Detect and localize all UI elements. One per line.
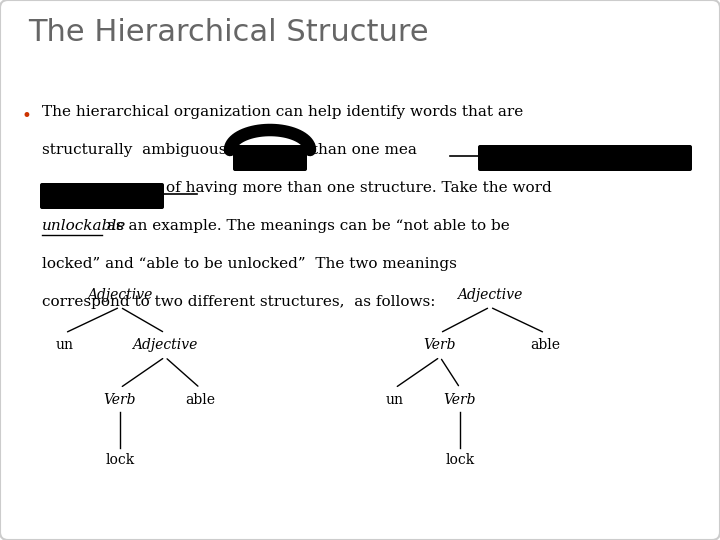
Text: un: un [56, 338, 74, 352]
Text: lock: lock [105, 453, 135, 467]
Text: able: able [530, 338, 560, 352]
Text: than one mea: than one mea [307, 143, 417, 157]
FancyBboxPatch shape [478, 145, 692, 171]
Text: lock: lock [446, 453, 474, 467]
Text: •: • [22, 107, 32, 125]
Text: locked” and “able to be unlocked”  The two meanings: locked” and “able to be unlocked” The tw… [42, 257, 457, 271]
Text: un: un [386, 393, 404, 407]
Text: structurally  ambiguous –: structurally ambiguous – [42, 143, 244, 157]
Text: able: able [185, 393, 215, 407]
Text: Verb: Verb [104, 393, 136, 407]
Text: as an example. The meanings can be “not able to be: as an example. The meanings can be “not … [102, 219, 510, 233]
Text: The Hierarchical Structure: The Hierarchical Structure [28, 18, 428, 47]
Text: of having more than one structure. Take the word: of having more than one structure. Take … [166, 181, 552, 195]
Text: Verb: Verb [444, 393, 476, 407]
FancyBboxPatch shape [233, 145, 307, 171]
Text: Adjective: Adjective [132, 338, 198, 352]
Text: correspond to two different structures,  as follows:: correspond to two different structures, … [42, 295, 436, 309]
Text: The hierarchical organization can help identify words that are: The hierarchical organization can help i… [42, 105, 523, 119]
Text: Adjective: Adjective [457, 288, 523, 302]
FancyBboxPatch shape [40, 183, 164, 209]
Text: Adjective: Adjective [87, 288, 153, 302]
Text: unlockable: unlockable [42, 219, 126, 233]
Text: Verb: Verb [424, 338, 456, 352]
